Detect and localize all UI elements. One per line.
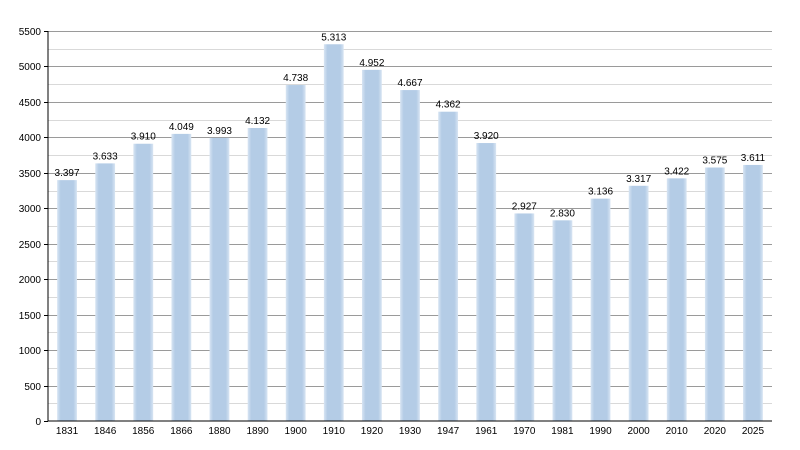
data-label: 3.575 [702,156,727,167]
bar [285,85,306,422]
data-label: 4.738 [283,73,308,84]
x-tick-label: 1856 [132,426,155,437]
x-tick-label: 2010 [666,426,689,437]
bar [438,111,459,421]
x-tick-label: 2020 [704,426,727,437]
data-label: 4.132 [245,116,270,127]
x-tick-label: 2025 [742,426,765,437]
y-tick-labels: 0 500 1000 1500 2000 2500 3000 3500 4000 4500 5000… [19,27,48,428]
y-tick-label: 5000 [19,62,42,73]
x-tick-label: 1961 [475,426,498,437]
y-tick-label: 0 [35,417,41,428]
data-label: 2.927 [512,201,537,212]
data-label: 3.633 [93,151,118,162]
y-tick-label: 3000 [19,204,42,215]
x-tick-label: 1880 [208,426,231,437]
bar [590,198,611,421]
bar [743,164,763,421]
data-label: 3.136 [588,187,613,198]
bars [57,44,763,422]
x-tick-label: 1990 [589,426,612,437]
bar [666,178,687,421]
data-label: 3.422 [664,166,689,177]
data-label: 3.993 [207,126,232,137]
bar [476,143,497,421]
x-tick-label: 1900 [285,426,308,437]
data-labels: 3.397 3.633 3.910 4.049 3.993 4.132 4.738 5.313… [55,32,766,219]
bar [209,137,230,422]
x-tick-label: 1930 [399,426,422,437]
x-tick-label: 1970 [513,426,536,437]
data-label: 3.920 [474,131,499,142]
x-tick-label: 1846 [94,426,117,437]
bar [361,69,382,421]
bar [247,128,268,421]
y-tick-label: 4000 [19,133,42,144]
data-label: 3.397 [55,168,80,179]
x-tick-labels: 1831 1846 1856 1866 1880 1890 1900 1910 1920 1930… [56,426,765,437]
data-label: 4.362 [436,100,461,111]
y-tick-label: 1000 [19,346,42,357]
data-label: 3.317 [626,174,651,185]
bar [323,44,344,421]
y-tick-label: 5500 [19,27,42,38]
y-tick-label: 4500 [19,98,42,109]
bar [704,167,725,421]
bar [57,180,77,421]
bar [171,133,192,421]
x-tick-label: 1920 [361,426,384,437]
bar [400,90,420,422]
data-label: 3.910 [131,132,156,143]
data-label: 4.049 [169,122,194,133]
bar [628,185,649,421]
y-tick-label: 2500 [19,240,42,251]
data-label: 2.830 [550,208,575,219]
y-tick-label: 1500 [19,311,42,322]
x-tick-label: 1981 [551,426,574,437]
bar [133,143,154,421]
y-tick-label: 3500 [19,169,42,180]
x-tick-label: 1910 [323,426,346,437]
x-tick-label: 1890 [246,426,269,437]
bar [552,220,573,421]
data-label: 4.667 [397,78,422,89]
data-label: 5.313 [321,32,346,43]
x-tick-label: 1866 [170,426,193,437]
axes [47,31,772,422]
y-tick-label: 2000 [19,275,42,286]
bar [514,213,535,421]
bar [95,163,116,421]
x-tick-label: 1831 [56,426,79,437]
data-label: 4.952 [359,58,384,69]
y-tick-label: 500 [24,382,41,393]
data-label: 3.611 [741,153,766,164]
x-tick-label: 2000 [628,426,651,437]
x-tick-label: 1947 [437,426,460,437]
